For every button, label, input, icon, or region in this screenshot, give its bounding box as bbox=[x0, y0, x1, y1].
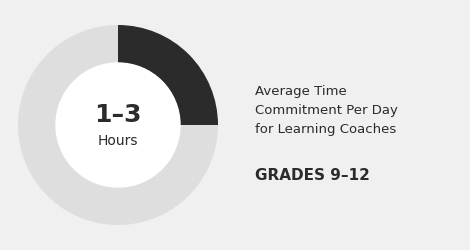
Wedge shape bbox=[118, 25, 218, 125]
Text: Average Time
Commitment Per Day
for Learning Coaches: Average Time Commitment Per Day for Lear… bbox=[255, 85, 398, 136]
Circle shape bbox=[56, 63, 180, 187]
Wedge shape bbox=[18, 25, 218, 225]
Text: GRADES 9–12: GRADES 9–12 bbox=[255, 168, 370, 183]
Text: Hours: Hours bbox=[98, 134, 138, 148]
Text: 1–3: 1–3 bbox=[94, 103, 142, 127]
